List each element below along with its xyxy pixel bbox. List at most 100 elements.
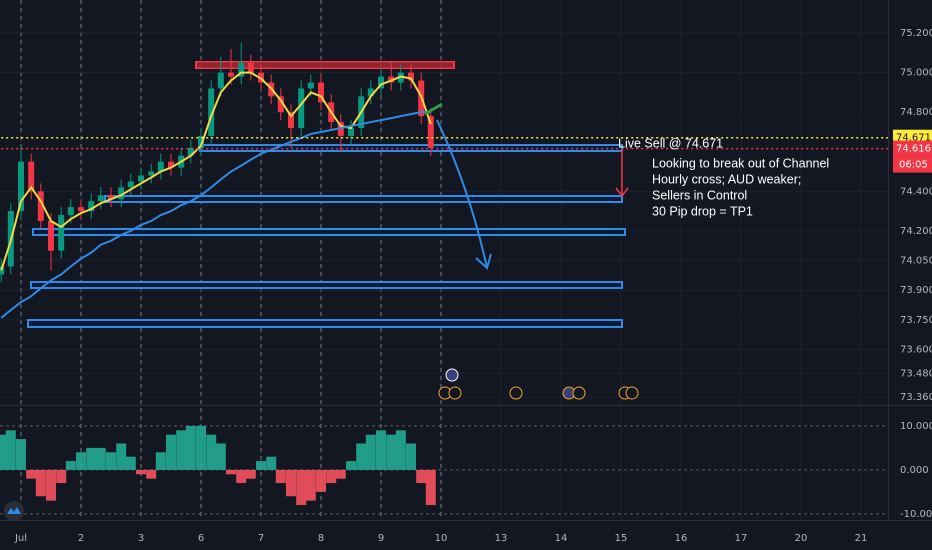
histogram-bar — [206, 434, 217, 470]
candle-body — [238, 62, 245, 77]
candle-body — [48, 220, 54, 251]
annotation: 30 Pip drop = TP1 — [652, 204, 753, 218]
histogram-bar — [416, 469, 427, 484]
event-icon — [509, 386, 523, 400]
candle-body — [198, 135, 204, 148]
x-tick-label: 2 — [78, 533, 84, 544]
x-tick-label: 10 — [435, 533, 448, 544]
candle-body — [97, 195, 104, 202]
histogram-bar — [305, 469, 316, 501]
logo-mark — [7, 507, 21, 514]
candle-body — [408, 72, 414, 81]
candle-body — [28, 161, 35, 192]
y-tick-label: 73.600 — [900, 345, 932, 356]
histogram-bar — [0, 434, 7, 470]
histogram-bar — [346, 461, 356, 470]
x-tick-label: 8 — [318, 533, 324, 544]
histogram-bar — [376, 430, 386, 470]
zone — [199, 144, 623, 152]
zone — [30, 281, 623, 289]
histogram-bar — [46, 469, 56, 501]
x-tick-label: 6 — [198, 533, 204, 544]
event-icon — [448, 386, 462, 400]
candle-body — [247, 62, 254, 73]
cross-mark — [424, 102, 443, 116]
histogram-bar — [275, 469, 286, 484]
candle-body — [228, 72, 234, 77]
annotation: Hourly cross; AUD weaker; — [652, 172, 801, 186]
zone — [27, 319, 623, 328]
histogram-bar — [326, 469, 337, 484]
y-tick-label: -10.000 — [900, 509, 932, 520]
histogram-bar — [406, 443, 416, 470]
candle-body — [367, 88, 374, 97]
candle-body — [208, 88, 215, 136]
histogram-bar — [335, 469, 346, 479]
annotation: Sellers in Control — [652, 188, 747, 202]
y-tick-label: 74.400 — [900, 186, 932, 197]
histogram-bar — [296, 469, 307, 506]
event-icon — [445, 368, 459, 382]
histogram-bar — [95, 447, 106, 470]
histogram-bar — [106, 452, 116, 470]
histogram-bar — [5, 430, 16, 470]
candle-body — [108, 195, 114, 200]
histogram-bar — [185, 425, 196, 470]
histogram-bar — [245, 469, 256, 479]
histogram-bar — [226, 469, 236, 475]
candle-body — [298, 88, 305, 129]
resistance-zone-fill — [197, 62, 453, 68]
histogram-bar — [86, 447, 97, 470]
event-icon — [625, 386, 639, 400]
histogram-bar — [356, 443, 367, 470]
candle-body — [148, 171, 155, 176]
histogram-bar — [136, 469, 146, 475]
moving-average — [0, 71, 432, 271]
histogram-bar — [236, 469, 247, 484]
histogram-bar — [266, 456, 277, 470]
x-tick-label: 16 — [675, 533, 688, 544]
candle-body — [217, 72, 224, 89]
candle-body — [18, 161, 24, 212]
candle-body — [78, 207, 84, 212]
histogram-bar — [365, 434, 376, 470]
candle-body — [307, 82, 314, 89]
histogram-bar — [256, 461, 266, 470]
logo[interactable] — [4, 501, 24, 521]
x-tick-label: Jul — [14, 533, 27, 544]
event-icon — [572, 386, 586, 400]
y-tick-label: 0.000 — [900, 465, 929, 476]
y-tick-label: 73.750 — [900, 315, 932, 326]
candle-body — [168, 161, 174, 168]
event-icons — [438, 368, 639, 400]
x-tick-label: 9 — [378, 533, 384, 544]
x-tick-label: 3 — [138, 533, 144, 544]
x-tick-label: 7 — [258, 533, 264, 544]
histogram-bar — [316, 469, 326, 492]
histogram-bar — [176, 430, 187, 470]
histogram-bar — [215, 443, 226, 470]
candle-body — [427, 116, 434, 148]
histogram-bar — [386, 434, 397, 470]
countdown-box — [893, 156, 932, 173]
histogram-bar — [395, 430, 406, 470]
candle-body — [277, 96, 284, 113]
histogram-bar — [166, 434, 176, 470]
candle-body — [127, 181, 134, 188]
histogram-bar — [116, 443, 127, 470]
annotation: Live Sell @ 74.671 — [618, 136, 723, 150]
countdown: 06:05 — [899, 160, 928, 171]
candle-body — [157, 161, 164, 172]
y-tick-label: 75.000 — [900, 68, 932, 79]
candle-body — [348, 128, 354, 136]
annotation: Looking to break out of Channel — [652, 156, 829, 170]
histogram-bar — [56, 469, 67, 484]
candle-body — [67, 207, 74, 216]
arrow-head — [615, 187, 629, 198]
y-tick-label: 73.900 — [900, 285, 932, 296]
y-tick-label: 10.000 — [900, 421, 932, 432]
zone — [32, 228, 626, 236]
histogram-bar — [425, 469, 436, 506]
